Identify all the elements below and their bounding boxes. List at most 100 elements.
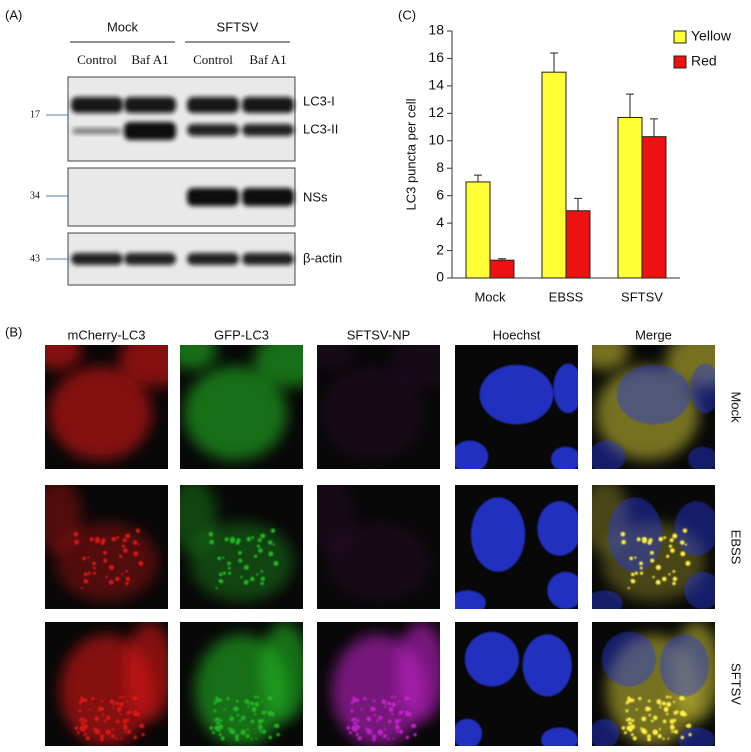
puncta <box>648 713 652 717</box>
y-tick-label: 0 <box>436 269 444 285</box>
puncta <box>137 543 140 546</box>
puncta <box>376 719 379 723</box>
puncta <box>272 543 275 546</box>
puncta <box>632 736 637 741</box>
puncta <box>253 695 257 699</box>
lane-label: Control <box>77 52 117 67</box>
group-label: SFTSV <box>217 19 259 34</box>
puncta <box>394 718 400 724</box>
puncta <box>76 731 80 735</box>
x-tick-label: EBSS <box>549 289 584 304</box>
cell <box>326 522 431 602</box>
band <box>242 253 294 265</box>
nucleus <box>616 364 691 425</box>
puncta <box>213 701 217 705</box>
puncta <box>631 579 636 584</box>
puncta <box>92 561 96 566</box>
puncta <box>629 556 634 561</box>
puncta <box>377 729 383 735</box>
puncta <box>631 719 635 723</box>
puncta <box>663 536 667 540</box>
puncta <box>411 723 417 728</box>
bar <box>541 71 567 279</box>
y-tick-label: 8 <box>436 159 444 175</box>
puncta <box>133 735 138 740</box>
puncta <box>652 715 658 721</box>
puncta <box>405 735 410 740</box>
puncta <box>213 718 217 722</box>
puncta <box>256 573 259 576</box>
puncta <box>651 719 654 723</box>
band <box>72 128 122 134</box>
puncta <box>126 729 132 734</box>
puncta <box>232 537 235 541</box>
micrograph <box>592 485 715 609</box>
y-tick-label: 14 <box>428 77 444 93</box>
puncta <box>240 715 246 721</box>
puncta <box>235 737 239 742</box>
puncta <box>621 539 626 545</box>
puncta <box>259 730 262 733</box>
puncta <box>351 725 356 730</box>
puncta <box>99 734 104 739</box>
micrograph <box>180 345 303 469</box>
puncta <box>254 712 257 716</box>
legend-label: Yellow <box>691 28 732 44</box>
puncta <box>234 734 239 739</box>
puncta <box>630 572 635 577</box>
puncta <box>213 709 217 713</box>
puncta <box>227 571 232 575</box>
band <box>124 122 176 140</box>
puncta <box>219 719 223 723</box>
puncta <box>79 725 84 730</box>
puncta <box>645 706 651 712</box>
column-label: mCherry-LC3 <box>67 327 145 342</box>
micrograph <box>45 485 168 609</box>
puncta <box>625 701 629 705</box>
puncta <box>356 726 359 729</box>
puncta <box>81 721 85 726</box>
puncta <box>680 735 685 740</box>
puncta <box>646 734 651 739</box>
puncta <box>627 587 630 590</box>
puncta <box>634 571 638 575</box>
puncta <box>105 729 111 735</box>
puncta <box>350 701 354 705</box>
puncta <box>105 715 111 721</box>
panel-label: (B) <box>5 324 22 339</box>
puncta <box>84 726 87 729</box>
y-tick-label: 10 <box>428 131 444 147</box>
cell <box>317 345 354 370</box>
y-tick-label: 16 <box>428 49 444 65</box>
cell <box>259 622 303 722</box>
puncta <box>669 696 672 699</box>
band <box>187 253 239 265</box>
puncta <box>652 575 655 579</box>
puncta <box>638 696 642 701</box>
puncta <box>235 699 239 703</box>
puncta <box>394 696 397 699</box>
puncta <box>84 579 89 584</box>
puncta <box>644 537 647 541</box>
puncta <box>394 725 400 730</box>
bar <box>489 259 515 279</box>
puncta <box>126 718 130 722</box>
micrograph <box>455 622 578 746</box>
puncta <box>119 712 122 716</box>
puncta <box>665 695 669 699</box>
puncta <box>229 716 235 722</box>
puncta <box>372 737 376 742</box>
puncta <box>73 531 79 537</box>
puncta <box>115 576 120 582</box>
puncta <box>260 576 266 582</box>
micrograph <box>455 485 578 609</box>
cell <box>390 345 440 388</box>
puncta <box>650 558 655 563</box>
puncta <box>404 696 409 701</box>
nucleus <box>592 590 623 609</box>
puncta <box>627 697 633 703</box>
puncta <box>659 706 662 709</box>
puncta <box>384 703 387 706</box>
puncta <box>647 737 651 742</box>
puncta <box>103 558 108 563</box>
